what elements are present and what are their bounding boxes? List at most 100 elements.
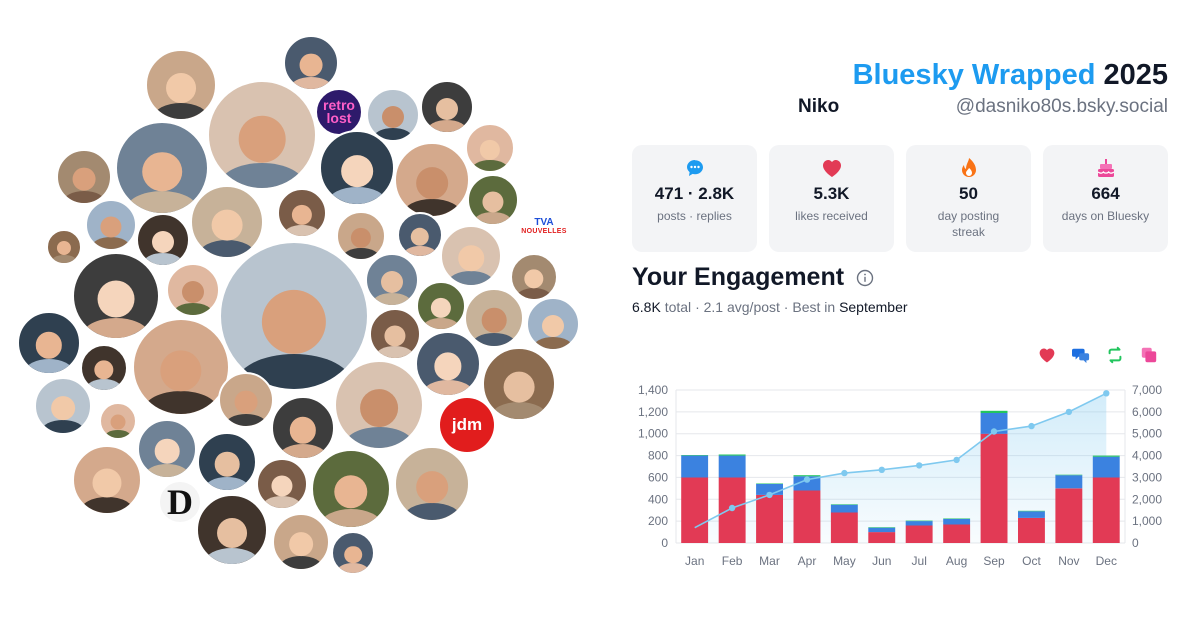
- avatar[interactable]: [99, 402, 137, 440]
- reposts-bar: [681, 455, 709, 456]
- avatar[interactable]: [416, 281, 466, 331]
- user-row: Niko @dasniko80s.bsky.social: [632, 96, 1168, 120]
- avatar[interactable]: [218, 372, 274, 428]
- left-tick-label: 1,000: [638, 427, 668, 441]
- stat-label: day posting streak: [937, 209, 1000, 239]
- avatar-cluster: retro lost jdm D TVA NOUVELLES: [17, 35, 580, 575]
- avatar[interactable]: [34, 377, 92, 435]
- stat-streak: 50 day posting streak: [906, 145, 1031, 252]
- avatar[interactable]: [366, 88, 420, 142]
- info-icon[interactable]: [856, 269, 874, 287]
- quote-icon[interactable]: [1140, 346, 1158, 364]
- cumulative-point: [953, 456, 960, 464]
- avatar[interactable]: [394, 446, 470, 522]
- likes-bar: [980, 433, 1008, 543]
- retro-top-text: retro: [323, 97, 355, 113]
- replies-bar: [905, 521, 933, 526]
- x-tick-label: Oct: [1022, 554, 1041, 568]
- avatar[interactable]: [482, 347, 556, 421]
- stat-value: 5.3K: [813, 184, 850, 203]
- avatar[interactable]: [271, 396, 335, 460]
- user-name: Niko: [798, 96, 840, 117]
- avatar[interactable]: [196, 494, 268, 566]
- avatar[interactable]: [207, 80, 317, 190]
- avatar[interactable]: [137, 419, 197, 479]
- reposts-bar: [1055, 474, 1083, 476]
- avatar[interactable]: [277, 188, 327, 238]
- avatar[interactable]: [465, 123, 515, 173]
- x-tick-label: Mar: [759, 554, 780, 568]
- x-tick-label: Aug: [946, 554, 967, 568]
- avatar[interactable]: [197, 432, 257, 492]
- heart-icon[interactable]: [1038, 346, 1056, 364]
- avatar[interactable]: [440, 225, 502, 287]
- avatar[interactable]: [334, 360, 424, 450]
- avatar[interactable]: [420, 80, 474, 134]
- left-tick-label: 0: [661, 536, 668, 550]
- reposts-bar: [1092, 455, 1120, 457]
- avatar[interactable]: [467, 174, 519, 226]
- tva-nouvelles-avatar[interactable]: TVA NOUVELLES: [516, 214, 572, 238]
- stat-days: 664 days on Bluesky: [1043, 145, 1168, 252]
- avatar[interactable]: [336, 211, 386, 261]
- avatar[interactable]: [80, 344, 128, 392]
- d-logo-text: D: [167, 482, 193, 522]
- d-logo-avatar[interactable]: D: [158, 480, 202, 524]
- avatar[interactable]: [115, 121, 209, 215]
- avatar[interactable]: [132, 318, 230, 416]
- avatar[interactable]: [283, 35, 339, 91]
- likes-bar: [830, 512, 858, 543]
- avatar[interactable]: [145, 49, 217, 121]
- x-tick-label: Apr: [798, 554, 817, 568]
- avatar[interactable]: [46, 229, 82, 265]
- avatar[interactable]: [464, 288, 524, 348]
- avatar[interactable]: [166, 263, 220, 317]
- avatar[interactable]: [526, 297, 580, 351]
- stat-label: days on Bluesky: [1061, 209, 1150, 223]
- user-handle[interactable]: @dasniko80s.bsky.social: [955, 96, 1168, 117]
- left-tick-label: 1,200: [638, 405, 668, 419]
- left-tick-label: 200: [648, 514, 668, 528]
- replies-bar: [681, 455, 709, 478]
- likes-bar: [1055, 488, 1083, 543]
- stat-label: likes received: [795, 209, 868, 223]
- avatar[interactable]: [72, 252, 160, 340]
- avatar[interactable]: [256, 458, 308, 510]
- avatar[interactable]: [272, 513, 330, 571]
- avatar[interactable]: [190, 185, 264, 259]
- reposts-bar: [868, 527, 896, 528]
- avatar[interactable]: [136, 213, 190, 267]
- avatar[interactable]: [85, 199, 137, 251]
- page-title: Bluesky Wrapped 2025: [853, 58, 1168, 92]
- x-tick-label: Nov: [1058, 554, 1079, 568]
- right-tick-label: 7,000: [1132, 383, 1162, 397]
- avatar[interactable]: [394, 142, 470, 218]
- replies-icon[interactable]: [1072, 346, 1090, 364]
- avatar[interactable]: [311, 449, 391, 529]
- heart-icon: [769, 157, 894, 179]
- jdm-avatar[interactable]: jdm: [440, 398, 494, 452]
- avatar[interactable]: [219, 241, 369, 391]
- avatar[interactable]: [17, 311, 81, 375]
- replies-bar: [793, 476, 821, 491]
- cumulative-point: [1103, 390, 1110, 397]
- repost-icon[interactable]: [1106, 346, 1124, 364]
- right-tick-label: 3,000: [1132, 470, 1162, 484]
- avatar[interactable]: [72, 445, 142, 515]
- avatar[interactable]: [319, 130, 395, 206]
- retro-lost-avatar[interactable]: retro lost: [315, 88, 363, 136]
- avatar[interactable]: [331, 531, 375, 575]
- cumulative-line: [694, 392, 1107, 529]
- reposts-bar: [793, 475, 821, 477]
- reposts-bar: [905, 520, 933, 522]
- avatar[interactable]: [365, 253, 419, 307]
- avatar[interactable]: [369, 308, 421, 360]
- cumulative-point: [841, 469, 848, 477]
- stat-value: 50: [959, 184, 978, 203]
- avatar[interactable]: [510, 253, 558, 301]
- avatar[interactable]: [397, 212, 443, 258]
- avatar[interactable]: [415, 331, 481, 397]
- avatar[interactable]: [56, 149, 112, 205]
- stats-row: 471 · 2.8K posts · replies 5.3K likes re…: [632, 145, 1168, 252]
- left-tick-label: 400: [648, 492, 668, 506]
